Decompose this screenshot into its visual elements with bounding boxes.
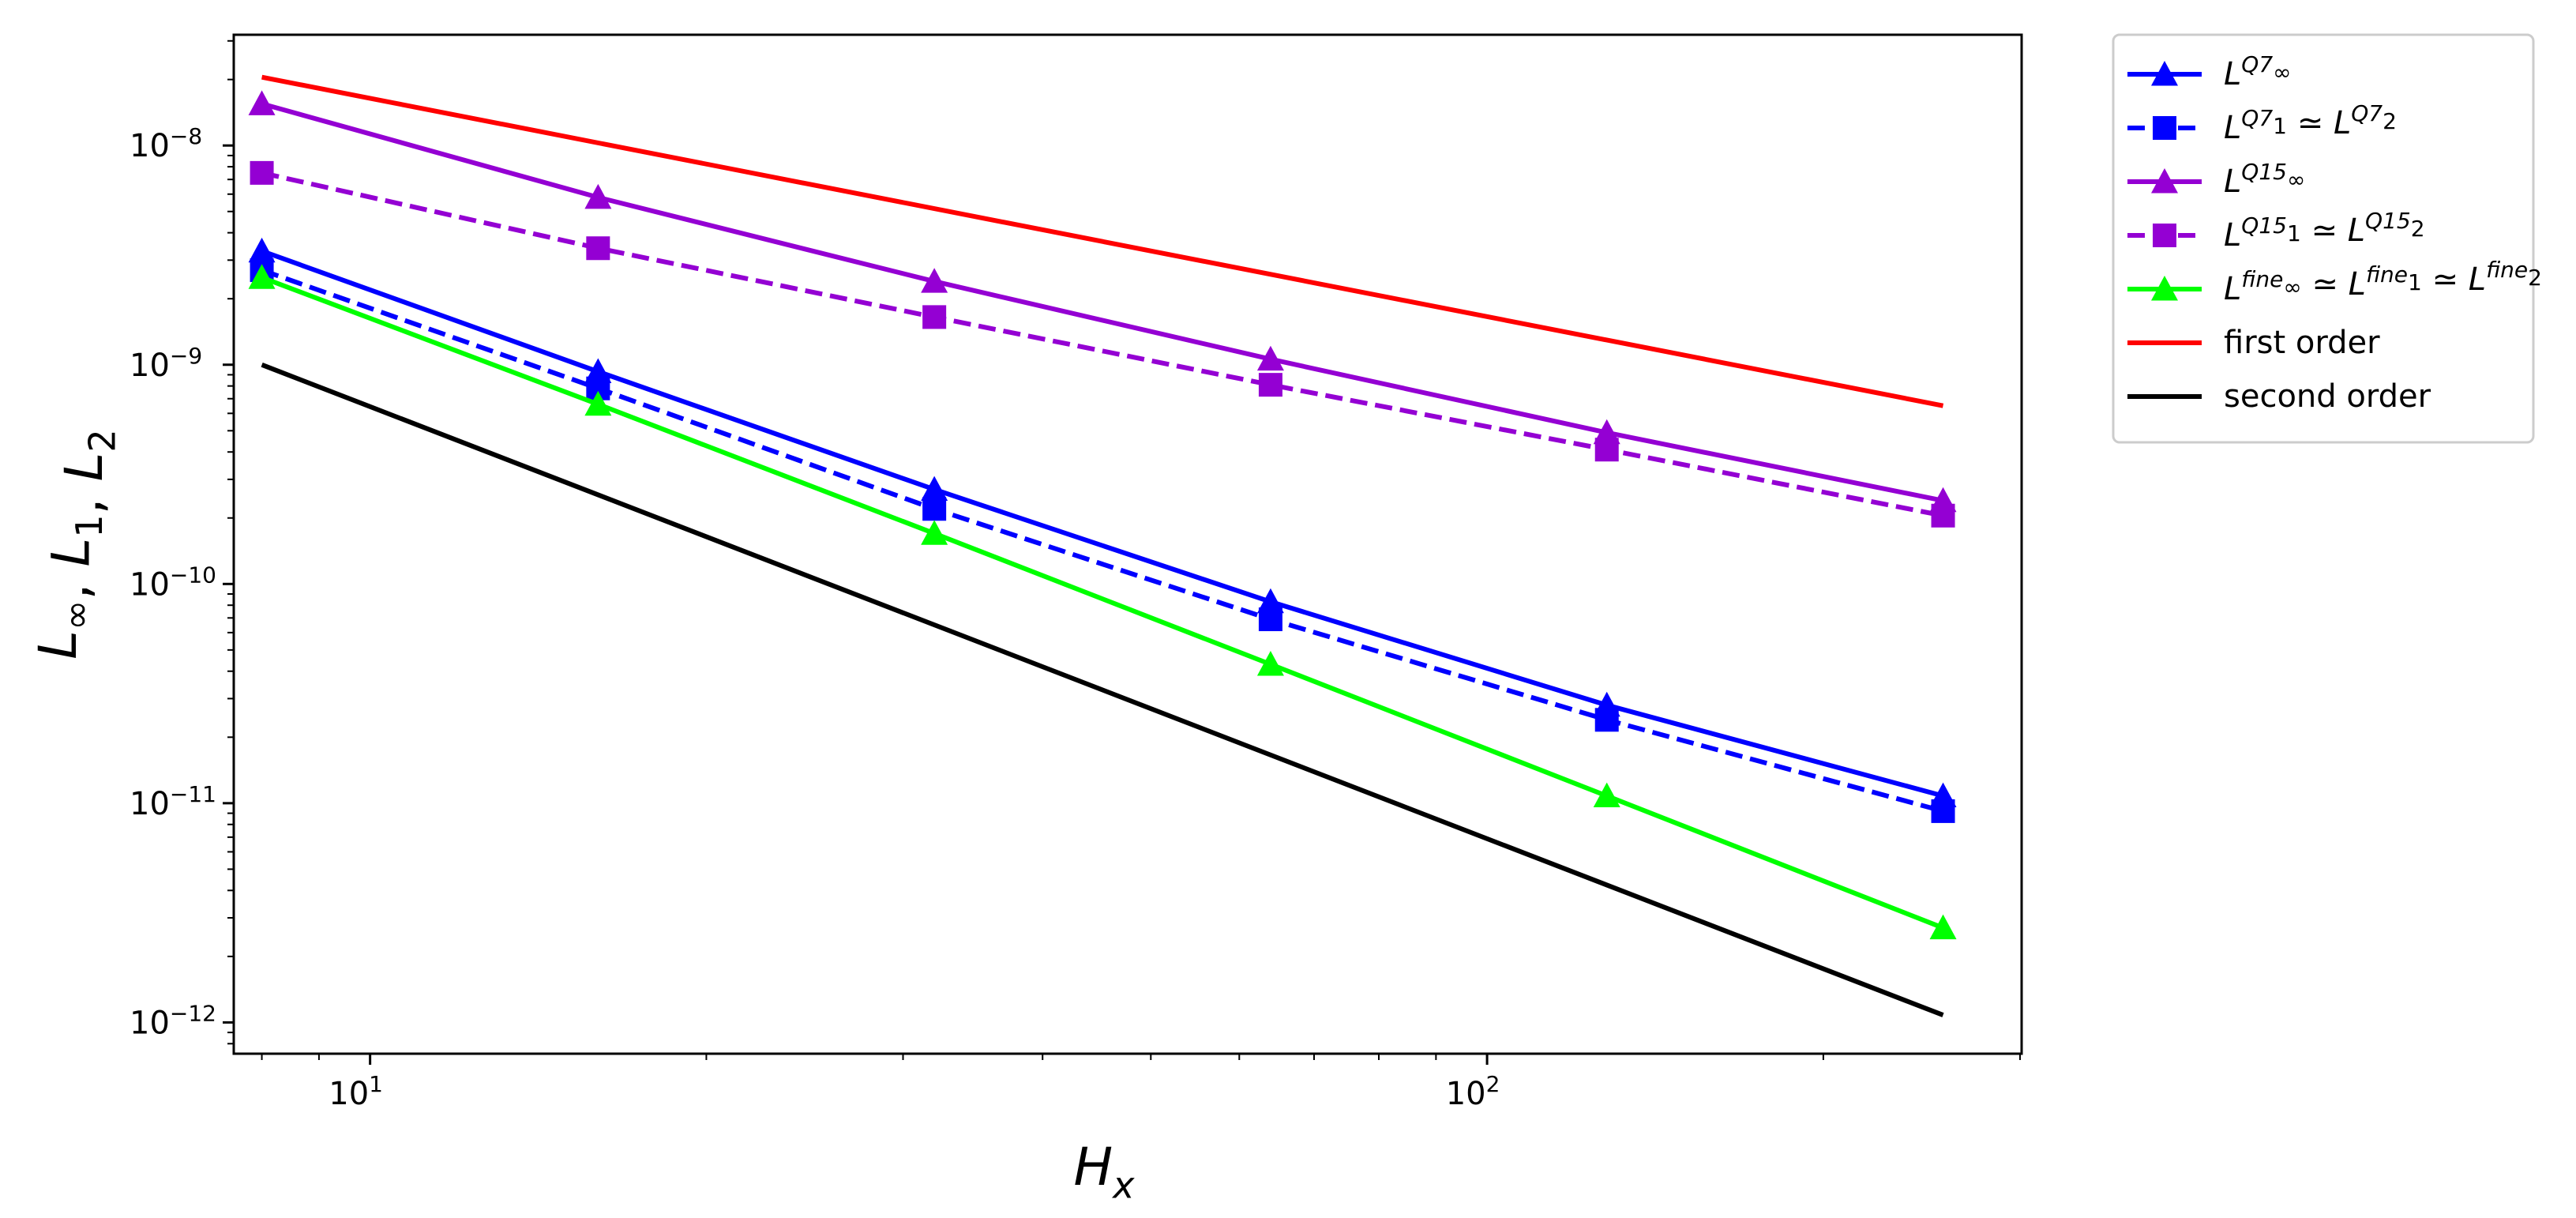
data-point	[248, 237, 276, 263]
series-5	[261, 74, 1944, 408]
legend-entry-5: first order	[2127, 325, 2380, 361]
y-tick-label: 10−8	[130, 123, 202, 164]
series-line	[261, 275, 1944, 930]
legend: LQ7∞ LQ71 ≃ LQ72 LQ15∞ LQ151 ≃ LQ152Lfine∞ …	[2112, 33, 2542, 444]
legend-label: LQ15∞	[2224, 159, 2305, 200]
series-line	[261, 363, 1944, 1017]
data-point	[1258, 607, 1282, 632]
series-2	[248, 90, 1957, 513]
data-series	[248, 74, 1957, 1017]
series-line	[261, 248, 1944, 799]
x-axis-label: Hx	[1074, 1137, 1136, 1207]
series-1	[250, 258, 1955, 823]
series-3	[250, 160, 1955, 528]
data-point	[1594, 438, 1619, 462]
data-point	[1593, 782, 1620, 808]
data-point	[1258, 373, 1282, 397]
data-point	[1931, 503, 1955, 528]
data-point	[1594, 708, 1619, 732]
data-point	[1929, 914, 1957, 940]
y-tick-label: 10−11	[130, 781, 216, 822]
y-tick-label: 10−9	[130, 343, 202, 384]
series-line	[261, 101, 1944, 503]
legend-label: second order	[2224, 378, 2431, 415]
legend-marker	[2151, 61, 2178, 86]
series-line	[261, 268, 1944, 814]
legend-box	[2112, 33, 2535, 444]
data-point	[922, 305, 947, 329]
data-point	[248, 90, 276, 115]
axes: 101 102 10−12 10−11 10−10 10−9 10−8 Hx L∞, L1, L…	[28, 33, 2023, 1207]
y-axis-label-text: L∞, L1, L2	[28, 429, 124, 660]
data-point	[586, 236, 610, 261]
data-point	[1256, 345, 1284, 371]
legend-label: first order	[2224, 325, 2380, 361]
legend-entry-6: second order	[2127, 378, 2431, 415]
legend-marker	[2153, 224, 2176, 247]
plot-frame	[232, 33, 2023, 1055]
y-tick-label: 10−10	[130, 562, 216, 603]
legend-label: Lfine∞ ≃ Lfine1 ≃ Lfine2	[2224, 257, 2542, 307]
x-tick-label: 101	[329, 1071, 383, 1112]
legend-label: LQ7∞	[2224, 51, 2291, 92]
data-point	[1931, 799, 1955, 823]
legend-entry-3: LQ151 ≃ LQ152	[2127, 208, 2425, 254]
series-line	[261, 170, 1944, 518]
data-point	[250, 160, 274, 185]
series-0	[248, 237, 1957, 808]
legend-label: LQ151 ≃ LQ152	[2224, 208, 2425, 254]
data-point	[584, 390, 612, 416]
legend-entry-0: LQ7∞	[2127, 51, 2291, 92]
plot-area	[248, 74, 1957, 1017]
legend-marker	[2153, 116, 2176, 140]
x-tick-label: 102	[1446, 1071, 1500, 1112]
data-point	[921, 268, 948, 293]
y-tick-label: 10−12	[130, 1000, 216, 1041]
legend-marker	[2151, 276, 2178, 301]
data-point	[584, 183, 612, 209]
data-point	[1256, 651, 1284, 676]
data-point	[922, 497, 947, 521]
y-axis-label: L∞, L1, L2	[28, 429, 124, 660]
data-point	[921, 520, 948, 545]
legend-entry-4: Lfine∞ ≃ Lfine1 ≃ Lfine2	[2127, 257, 2542, 307]
legend-entry-2: LQ15∞	[2127, 159, 2305, 200]
series-line	[261, 74, 1944, 408]
data-point	[921, 476, 948, 502]
series-6	[261, 363, 1944, 1017]
series-4	[248, 264, 1957, 940]
data-point	[248, 264, 276, 289]
data-point	[1256, 588, 1284, 614]
legend-marker	[2151, 168, 2178, 194]
legend-entry-1: LQ71 ≃ LQ72	[2127, 100, 2397, 146]
legend-label: LQ71 ≃ LQ72	[2224, 100, 2397, 146]
